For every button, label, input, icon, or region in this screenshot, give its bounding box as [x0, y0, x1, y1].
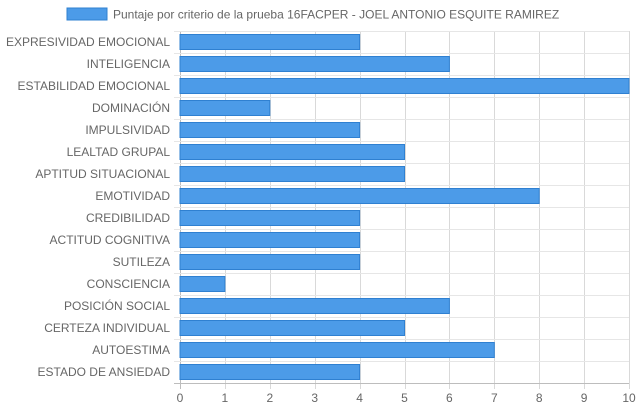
- category-label: SUTILEZA: [113, 255, 170, 269]
- bar[interactable]: [179, 364, 361, 380]
- bar[interactable]: [179, 166, 405, 182]
- category-label: LEALTAD GRUPAL: [67, 145, 171, 159]
- category-label: CREDIBILIDAD: [86, 211, 170, 225]
- x-tick-label: 8: [536, 391, 543, 405]
- x-tick-label: 2: [266, 391, 273, 405]
- bar[interactable]: [179, 34, 361, 50]
- category-label: EXPRESIVIDAD EMOCIONAL: [6, 35, 170, 49]
- bar[interactable]: [179, 188, 540, 204]
- bar[interactable]: [179, 276, 226, 292]
- bar[interactable]: [179, 298, 450, 314]
- category-label: ESTABILIDAD EMOCIONAL: [18, 79, 171, 93]
- category-label: DOMINACIÓN: [92, 100, 170, 115]
- x-axis-labels: 0 1 2 3 4 5 6 7 8 9 10: [177, 391, 636, 405]
- category-label: ACTITUD COGNITIVA: [50, 233, 170, 247]
- bar[interactable]: [179, 56, 450, 72]
- bar[interactable]: [179, 232, 361, 248]
- bar[interactable]: [179, 254, 361, 270]
- legend-swatch: [66, 7, 108, 21]
- category-label: ESTADO DE ANSIEDAD: [38, 365, 171, 379]
- x-tick-label: 3: [311, 391, 318, 405]
- x-tick-label: 7: [491, 391, 498, 405]
- category-label: CERTEZA INDIVIDUAL: [44, 321, 170, 335]
- bar[interactable]: [179, 144, 405, 160]
- category-label: AUTOESTIMA: [92, 343, 170, 357]
- x-tick-label: 5: [401, 391, 408, 405]
- category-label: APTITUD SITUACIONAL: [35, 167, 170, 181]
- x-tick-label: 6: [446, 391, 453, 405]
- category-label: IMPULSIVIDAD: [85, 123, 170, 137]
- y-axis-labels: EXPRESIVIDAD EMOCIONAL INTELIGENCIA ESTABI…: [6, 35, 170, 379]
- legend[interactable]: Puntaje por criterio de la prueba 16FACP…: [66, 7, 559, 22]
- x-tick-label: 1: [222, 391, 229, 405]
- category-label: POSICIÓN SOCIAL: [64, 298, 170, 313]
- x-tick-label: 4: [356, 391, 363, 405]
- category-label: EMOTIVIDAD: [95, 189, 170, 203]
- bar[interactable]: [179, 78, 630, 94]
- bar[interactable]: [179, 122, 361, 138]
- category-label: INTELIGENCIA: [87, 57, 170, 71]
- bars: [179, 34, 630, 380]
- x-tick-label: 0: [177, 391, 184, 405]
- bar[interactable]: [179, 210, 361, 226]
- bar[interactable]: [179, 100, 271, 116]
- category-label: CONSCIENCIA: [87, 277, 170, 291]
- bar[interactable]: [179, 320, 405, 336]
- x-tick-label: 10: [622, 391, 636, 405]
- legend-label: Puntaje por criterio de la prueba 16FACP…: [113, 8, 559, 22]
- bar[interactable]: [179, 342, 495, 358]
- x-tick-label: 9: [581, 391, 588, 405]
